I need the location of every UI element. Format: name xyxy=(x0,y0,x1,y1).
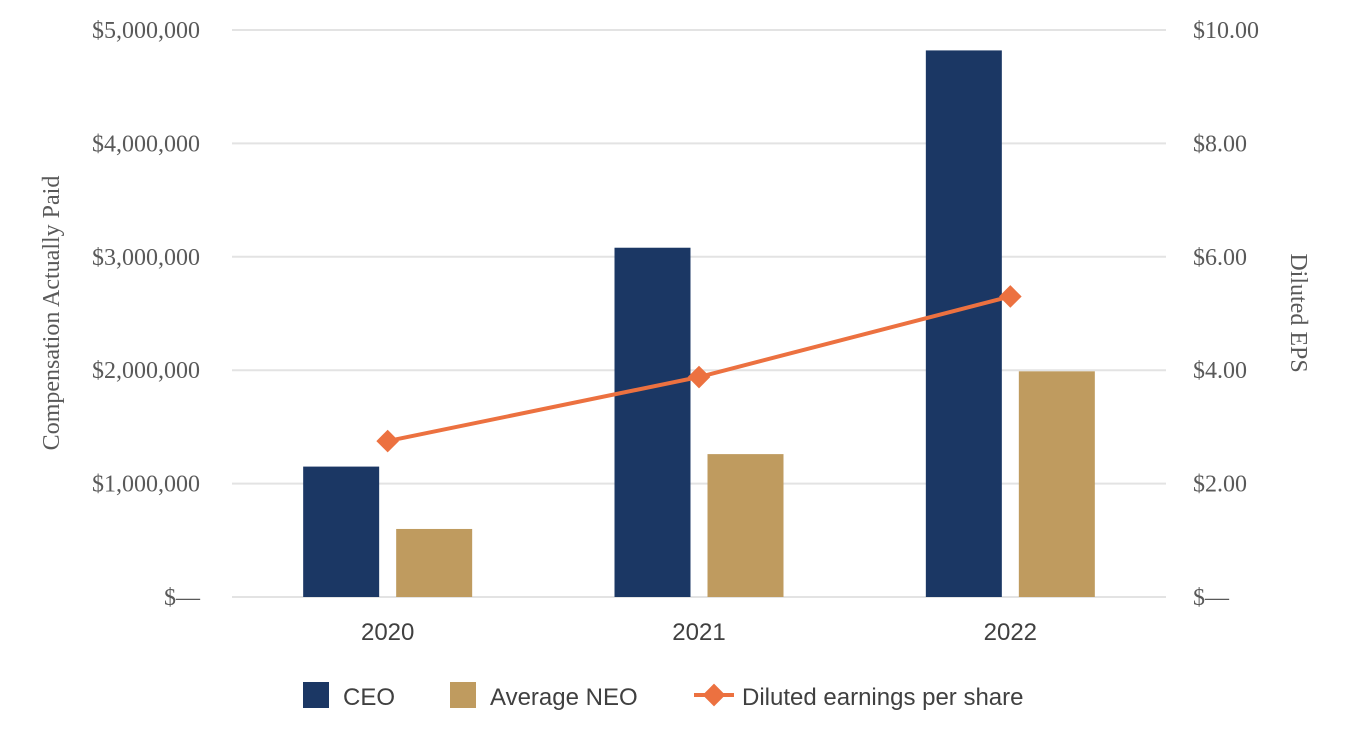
eps-marker-2022 xyxy=(999,285,1022,308)
right-tick-label: $6.00 xyxy=(1193,245,1247,271)
bar-ceo-2021 xyxy=(614,247,691,597)
bars xyxy=(303,50,1095,598)
eps-marker-2021 xyxy=(687,365,711,389)
legend-swatch-average-neo xyxy=(450,682,476,708)
right-axis-title: Diluted EPS xyxy=(1285,253,1311,372)
right-tick-label: $10.00 xyxy=(1193,18,1259,44)
right-tick-label: $2.00 xyxy=(1193,472,1247,498)
category-label: 2021 xyxy=(672,619,725,646)
right-axis-ticks: $— $2.00 $4.00 $6.00 $8.00 $10.00 xyxy=(1193,18,1259,611)
right-tick-label: $8.00 xyxy=(1193,131,1247,157)
bar-ceo-2020 xyxy=(303,466,380,597)
left-axis-ticks: $— $1,000,000 $2,000,000 $3,000,000 $4,000,0… xyxy=(92,18,201,611)
bar-average-neo-2021 xyxy=(707,454,784,597)
left-tick-label: $1,000,000 xyxy=(92,472,200,498)
legend-label-ceo: CEO xyxy=(343,684,395,711)
legend-label-average-neo: Average NEO xyxy=(490,684,638,711)
left-tick-label: $4,000,000 xyxy=(92,131,200,157)
right-tick-label: $— xyxy=(1193,585,1230,611)
legend-swatch-ceo xyxy=(303,682,329,708)
eps-line xyxy=(376,285,1022,453)
legend: CEO Average NEO Diluted earnings per sha… xyxy=(303,682,1024,711)
left-tick-label: $5,000,000 xyxy=(92,18,200,44)
left-axis-title: Compensation Actually Paid xyxy=(39,176,65,451)
legend-marker-eps xyxy=(702,683,726,707)
bar-average-neo-2022 xyxy=(1018,371,1095,597)
left-tick-label: $2,000,000 xyxy=(92,358,200,384)
category-labels: 2020 2021 2022 xyxy=(361,619,1037,646)
left-tick-label: $— xyxy=(164,585,201,611)
bar-average-neo-2020 xyxy=(396,528,473,597)
right-tick-label: $4.00 xyxy=(1193,358,1247,384)
eps-marker-2020 xyxy=(376,429,399,453)
legend-label-eps: Diluted earnings per share xyxy=(742,684,1024,711)
left-tick-label: $3,000,000 xyxy=(92,245,200,271)
bar-ceo-2022 xyxy=(925,50,1002,598)
category-label: 2020 xyxy=(361,619,414,646)
category-label: 2022 xyxy=(984,619,1037,646)
